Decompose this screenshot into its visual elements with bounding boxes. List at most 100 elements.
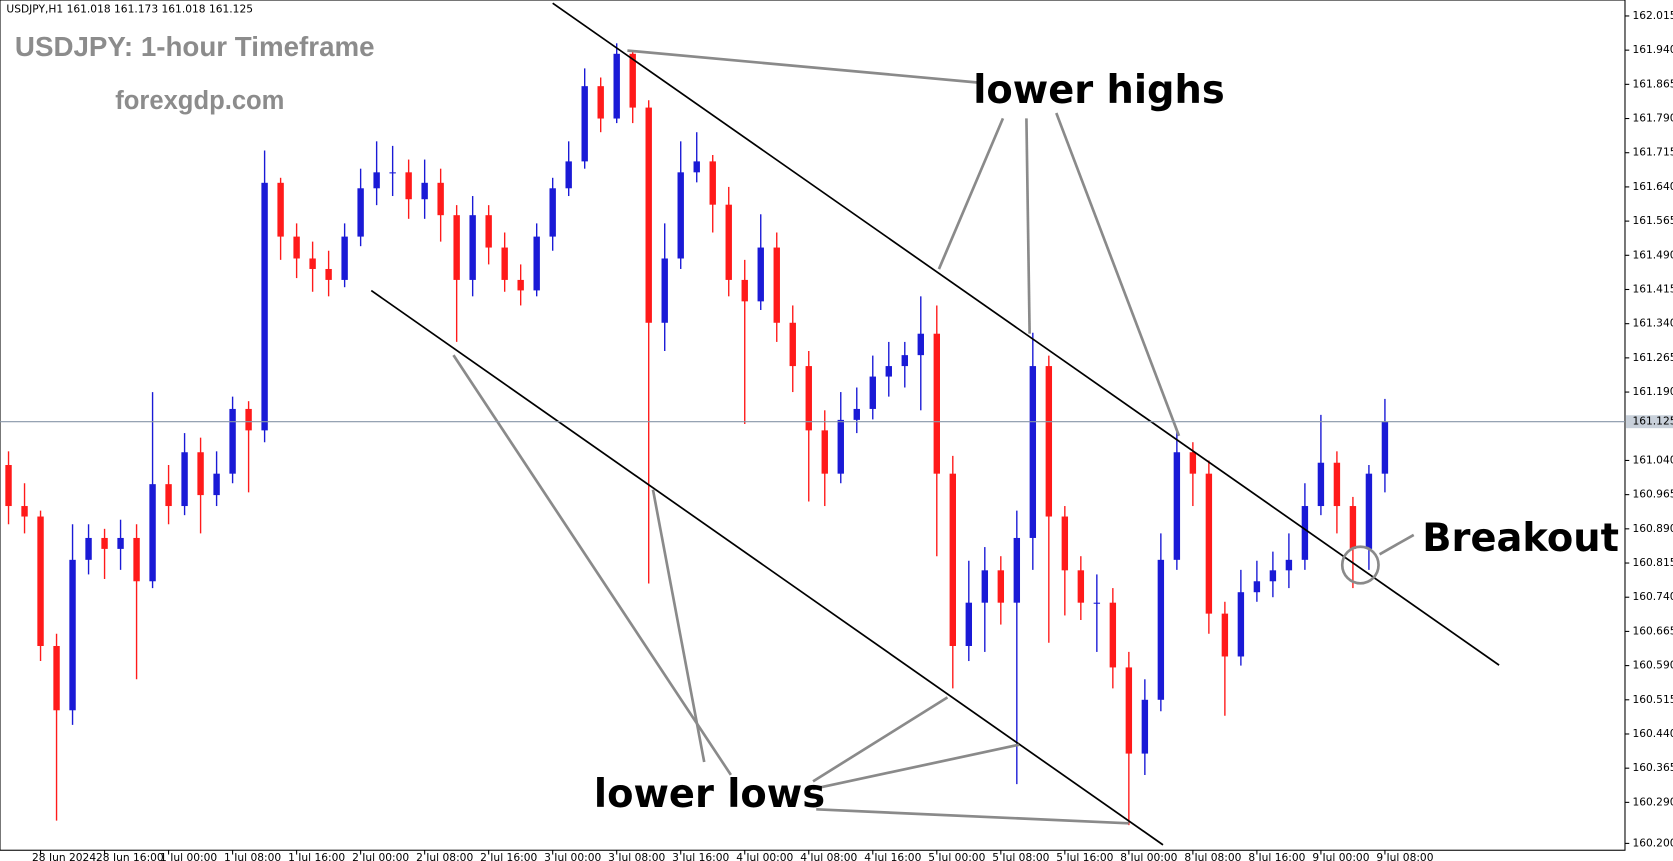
candle-body (1349, 506, 1357, 549)
candle-body (997, 570, 1005, 603)
current-price-label: 161.125 (1632, 415, 1673, 428)
y-tick-label: 160.590 (1632, 659, 1673, 672)
x-tick-label: 28 Jun 16:00 (96, 851, 164, 861)
candle-body (1045, 366, 1053, 517)
candle-body (965, 602, 973, 646)
candle-body (5, 465, 12, 507)
candle-body (1013, 537, 1021, 603)
chart-title: USDJPY: 1-hour Timeframe (15, 31, 375, 62)
candle-body (1141, 699, 1149, 754)
candle-body (709, 161, 716, 205)
candle-body (1269, 570, 1277, 582)
candle-body (1109, 602, 1117, 668)
y-tick-label: 162.015 (1632, 9, 1673, 22)
candle-body (581, 86, 588, 162)
candle-body (133, 537, 140, 582)
y-tick-label: 160.890 (1632, 522, 1673, 535)
candle-body (1205, 473, 1213, 614)
pointer (1025, 118, 1031, 334)
pointer (651, 489, 706, 763)
candle-body (677, 172, 684, 259)
candle-body (741, 279, 748, 302)
candle-body (661, 258, 668, 323)
y-tick-label: 160.665 (1632, 624, 1673, 637)
candle-body (1173, 452, 1181, 560)
candle-body (1157, 559, 1165, 700)
candle-body (341, 236, 348, 280)
y-tick-label: 160.200 (1632, 836, 1673, 849)
candle-body (197, 452, 204, 496)
y-tick-label: 161.490 (1632, 248, 1673, 261)
pointer (627, 49, 982, 85)
x-tick-label: 5 Jul 08:00 (992, 851, 1049, 861)
candle-body (837, 419, 844, 474)
candle-body (373, 172, 380, 189)
candle-body (469, 215, 476, 280)
annotation: Breakout (1422, 516, 1619, 561)
candle-body (1253, 581, 1261, 593)
candle-body (485, 215, 492, 248)
candles (5, 43, 1389, 826)
x-tick-label: 5 Jul 16:00 (1056, 851, 1113, 861)
x-tick-label: 1 Jul 08:00 (224, 851, 281, 861)
x-tick-label: 3 Jul 00:00 (544, 851, 601, 861)
x-tick-label: 4 Jul 08:00 (800, 851, 857, 861)
x-tick-label: 9 Jul 08:00 (1376, 851, 1433, 861)
subtitle: forexgdp.com (115, 87, 284, 115)
y-tick-label: 160.290 (1632, 795, 1673, 808)
candle-body (1093, 602, 1101, 604)
candle-body (501, 247, 508, 280)
candle-body (789, 322, 796, 367)
candle-body (805, 366, 812, 431)
y-tick-label: 160.740 (1632, 590, 1673, 603)
candle-body (629, 53, 636, 108)
candle-body (933, 333, 940, 474)
candle-body (1221, 613, 1229, 657)
candle-body (869, 376, 876, 409)
x-tick-label: 2 Jul 00:00 (352, 851, 409, 861)
annotation: lower lows (594, 772, 825, 817)
candle-body (229, 408, 236, 474)
candle-body (885, 366, 892, 377)
x-tick-label: 28 Jun 2024 (32, 851, 96, 861)
y-tick-label: 161.790 (1632, 112, 1673, 125)
pointer (1055, 112, 1181, 437)
x-tick-label: 3 Jul 08:00 (608, 851, 665, 861)
candle-body (901, 355, 908, 367)
candle-body (245, 408, 252, 431)
candle-body (181, 452, 188, 507)
x-tick-label: 2 Jul 16:00 (480, 851, 537, 861)
pointer (937, 117, 1005, 270)
candle-body (981, 570, 989, 603)
y-tick-label: 161.640 (1632, 180, 1673, 193)
candle-body (293, 236, 300, 259)
candle-body (277, 182, 284, 237)
y-tick-label: 161.415 (1632, 282, 1673, 295)
candle-body (453, 215, 460, 280)
candle-body (1381, 421, 1389, 474)
y-tick-label: 160.965 (1632, 488, 1673, 501)
y-tick-label: 161.340 (1632, 317, 1673, 330)
candle-body (757, 247, 764, 302)
candle-body (549, 188, 556, 237)
candle-body (1237, 592, 1245, 657)
candle-body (773, 247, 780, 323)
candle-body (1029, 366, 1037, 538)
x-tick-label: 4 Jul 00:00 (736, 851, 793, 861)
candle-body (309, 258, 316, 269)
pointer (1378, 533, 1415, 556)
y-tick-label: 161.865 (1632, 77, 1673, 90)
y-tick-label: 161.565 (1632, 214, 1673, 227)
x-tick-label: 5 Jul 00:00 (928, 851, 985, 861)
candle-body (437, 182, 444, 216)
candle-body (853, 408, 860, 420)
pointer (816, 807, 1129, 825)
candle-body (421, 182, 428, 200)
x-tick-label: 8 Jul 16:00 (1248, 851, 1305, 861)
candle-body (949, 473, 956, 646)
candle-body (357, 188, 364, 237)
candle-body (517, 279, 524, 291)
candle-body (405, 172, 412, 200)
pointers (452, 49, 1415, 825)
candle-body (821, 430, 828, 474)
